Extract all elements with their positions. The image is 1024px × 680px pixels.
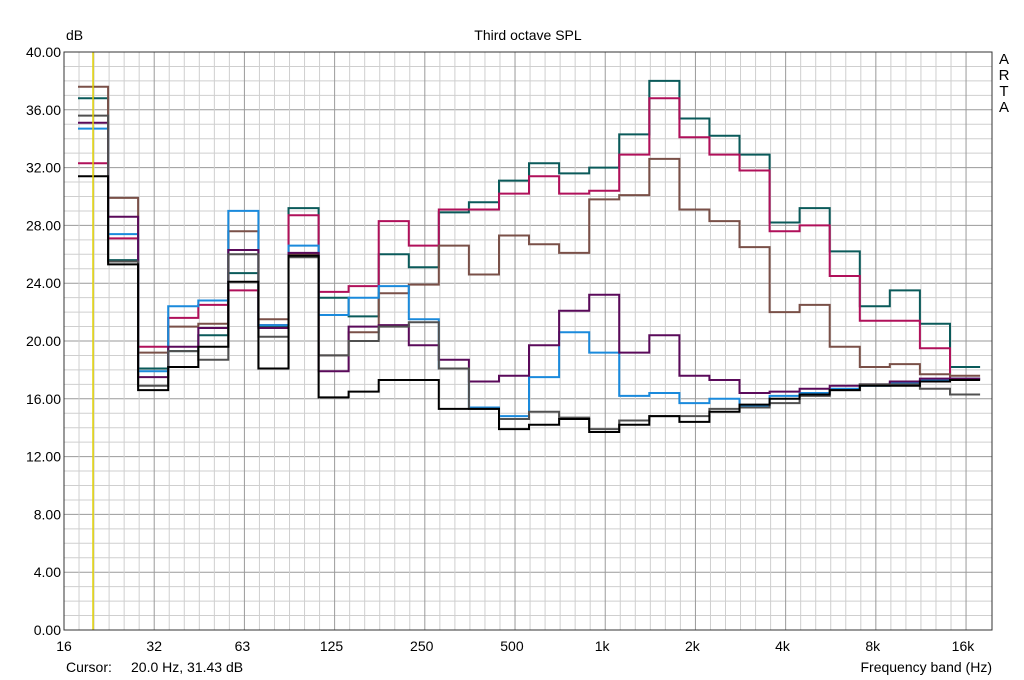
chart-title: Third octave SPL <box>474 27 582 43</box>
y-tick-label: 12.00 <box>26 449 61 465</box>
watermark-letter: T <box>999 83 1009 100</box>
x-tick-label: 4k <box>775 638 791 654</box>
series-group <box>78 79 981 433</box>
x-tick-label: 500 <box>500 638 524 654</box>
x-tick-label: 16k <box>952 638 976 654</box>
series-line <box>78 85 981 377</box>
plot-frame <box>63 51 993 631</box>
cursor-label: Cursor: <box>66 659 112 675</box>
x-axis-label: Frequency band (Hz) <box>860 659 992 675</box>
y-tick-label: 36.00 <box>26 102 61 118</box>
watermark-letter: A <box>998 99 1009 116</box>
x-axis: 16 32 63 125 250 500 1k 2k 4k 8k 16k <box>56 638 975 654</box>
grid <box>63 51 992 631</box>
cursor-readout: 20.0 Hz, 31.43 dB <box>131 659 244 675</box>
y-axis: 0.00 4.00 8.00 12.00 16.00 20.00 24.00 28.00 32.… <box>26 44 61 638</box>
x-tick-label: 8k <box>865 638 881 654</box>
x-tick-label: 16 <box>56 638 72 654</box>
x-tick-label: 1k <box>595 638 611 654</box>
y-tick-label: 0.00 <box>34 622 61 638</box>
x-tick-label: 250 <box>410 638 434 654</box>
x-tick-label: 32 <box>146 638 162 654</box>
watermark-letter: R <box>998 67 1010 84</box>
y-tick-label: 32.00 <box>26 160 61 176</box>
series-line <box>78 175 981 433</box>
y-tick-label: 28.00 <box>26 217 61 233</box>
y-tick-label: 8.00 <box>34 506 61 522</box>
watermark-letter: A <box>998 51 1009 68</box>
y-tick-label: 20.00 <box>26 333 61 349</box>
y-axis-label: dB <box>66 27 84 43</box>
y-tick-label: 40.00 <box>26 44 61 60</box>
y-tick-label: 16.00 <box>26 391 61 407</box>
x-tick-label: 125 <box>320 638 344 654</box>
x-tick-label: 63 <box>235 638 251 654</box>
y-tick-label: 24.00 <box>26 275 61 291</box>
x-tick-label: 2k <box>685 638 701 654</box>
arta-watermark: A R T A <box>996 52 1012 116</box>
y-tick-label: 4.00 <box>34 564 61 580</box>
